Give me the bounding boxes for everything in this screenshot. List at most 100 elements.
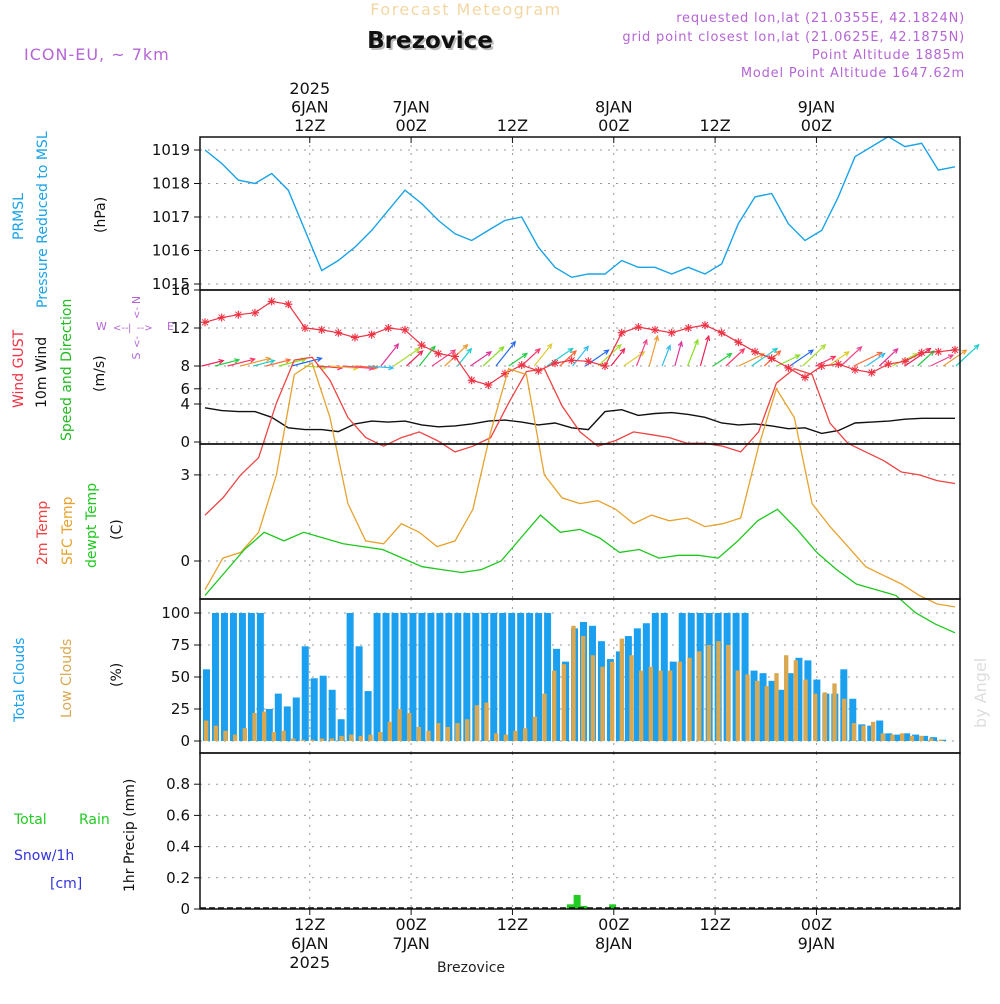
compass-w: W (96, 320, 107, 333)
wind-speed-line (205, 408, 955, 434)
low-cloud-bar (919, 736, 923, 741)
total-cloud-bar (374, 613, 381, 741)
axis-labels: 20256JAN12Z12Z6JAN20257JAN00Z00Z7JAN12Z1… (152, 79, 835, 972)
total-cloud-bar (311, 678, 318, 741)
total-cloud-bar (356, 646, 363, 741)
wind-arrow (419, 346, 435, 366)
precip-tick-label: 0.4 (166, 838, 190, 856)
wind-unit: (m/s) (92, 355, 108, 392)
bottom-time-label: 6JAN (291, 934, 329, 953)
low-cloud-bar (726, 645, 730, 741)
total-cloud-bar (526, 613, 533, 741)
gust-marker (384, 324, 392, 332)
low-cloud-bar (939, 740, 943, 741)
low-cloud-bar (204, 721, 208, 741)
total-cloud-bar (239, 613, 246, 741)
low-cloud-bar (504, 735, 508, 741)
wind-arrow (534, 344, 551, 366)
low-cloud-bar (881, 733, 885, 741)
top-time-label: 00Z (801, 116, 832, 135)
low-cloud-bar (852, 723, 856, 741)
low-cloud-bar (629, 655, 633, 741)
gust-marker (768, 354, 776, 362)
compass-arrow-left: <-- (113, 323, 129, 334)
rain-label-b: Rain (79, 812, 110, 828)
low-cloud-bar (484, 703, 488, 741)
compass-n: N (130, 296, 143, 304)
gust-marker (834, 360, 842, 368)
gust-marker (651, 326, 659, 334)
wind-tick-label: 12 (171, 319, 190, 337)
gust-marker (551, 359, 559, 367)
low-cloud-bar (455, 723, 459, 741)
low-cloud-bar (842, 699, 846, 741)
total-cloud-bar (212, 613, 219, 741)
low-cloud-bar (291, 738, 295, 741)
clouds-tick-label: 25 (171, 700, 190, 718)
temp-tick-label: 0 (180, 552, 190, 570)
low-cloud-bar (223, 731, 227, 741)
low-cloud-bar (378, 732, 382, 741)
low-cloud-bar (262, 712, 266, 741)
gust-marker (601, 362, 609, 370)
precip-tick-label: 0.8 (166, 775, 190, 793)
bottom-time-label: 7JAN (392, 934, 430, 953)
temp-dew-line (205, 509, 955, 633)
total-cloud-bar (436, 613, 443, 741)
wind-arrow (381, 344, 398, 366)
model-name: ICON-EU, ~ 7km (24, 45, 170, 64)
low-cloud-bar (417, 727, 421, 741)
wind-arrow (483, 347, 503, 366)
top-time-label: 12Z (497, 116, 528, 135)
gust-marker (518, 361, 526, 369)
bottom-time-label: 00Z (801, 915, 832, 934)
precip-axis-label: 1hr Precip (mm) (122, 779, 138, 892)
low-cloud-bar (745, 674, 749, 741)
wind-arrow (662, 345, 670, 366)
gust-label: Wind GUST (11, 329, 27, 408)
low-cloud-bar (252, 713, 256, 741)
model-altitude: Model Point Altitude 1647.62m (741, 66, 965, 81)
gust-marker (451, 353, 459, 361)
compass-s: S (130, 352, 143, 359)
low-cloud-bar (716, 641, 720, 741)
gust-marker (251, 309, 259, 317)
low-cloud-bar (929, 738, 933, 741)
low-cloud-bar (658, 671, 662, 741)
low-cloud-bar (813, 694, 817, 741)
total-cloud-bar (427, 613, 434, 741)
gust-marker (818, 362, 826, 370)
total-cloud-bar (454, 613, 461, 741)
wind-arrow (700, 336, 708, 366)
gust-marker (218, 314, 226, 322)
precip-tick-label: 0 (180, 900, 190, 918)
point-altitude: Point Altitude 1885m (812, 48, 965, 63)
gust-marker (701, 321, 709, 329)
low-cloud-bar (900, 733, 904, 741)
low-cloud-bar (765, 686, 769, 741)
gust-marker (901, 357, 909, 365)
wind-label: 10m Wind (34, 337, 50, 408)
gust-marker (851, 366, 859, 374)
gust-marker (351, 334, 359, 342)
clouds-tick-label: 0 (180, 732, 190, 750)
low-cloud-bar (330, 738, 334, 741)
top-time-label: 12Z (699, 116, 730, 135)
low-cloud-bar (475, 705, 479, 741)
low-cloud-bar (552, 671, 556, 741)
gust-marker (918, 349, 926, 357)
low-cloud-bar (465, 719, 469, 741)
gust-marker (568, 356, 576, 364)
gust-marker (318, 326, 326, 334)
gust-marker (934, 348, 942, 356)
low-cloud-bar (243, 728, 247, 741)
low-cloud-bar (272, 732, 276, 741)
gust-marker (884, 360, 892, 368)
low-cloud-bar (233, 735, 237, 741)
low-cloud-bar (639, 671, 643, 741)
compass-arrow-right: --> (137, 323, 153, 334)
gust-marker (434, 350, 442, 358)
top-time-label: 9JAN (798, 98, 836, 117)
gust-marker (734, 338, 742, 346)
